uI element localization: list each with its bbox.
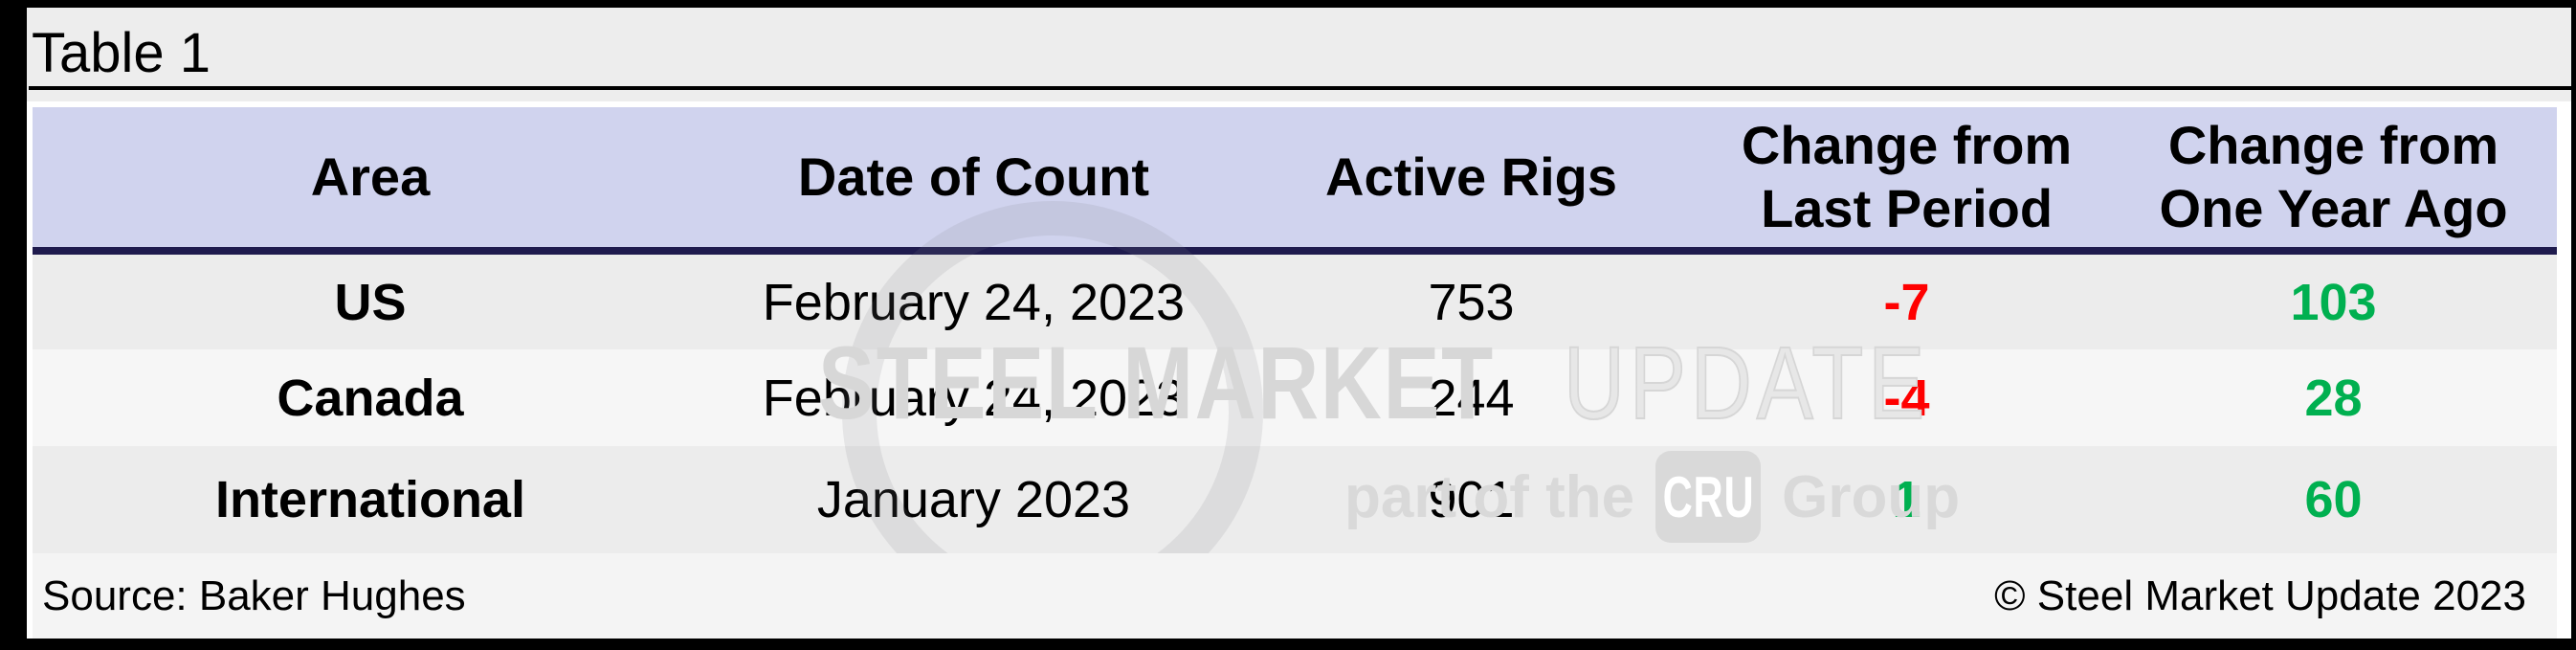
- table-row-us: US February 24, 2023 753 -7 103: [33, 255, 2557, 349]
- table-row-international: International January 2023 901 1 60: [33, 446, 2557, 553]
- column-header-change-one-year-ago: Change from One Year Ago: [2159, 115, 2508, 238]
- table-title: Table 1: [32, 22, 211, 84]
- cell-change-last: -4: [1883, 369, 1930, 427]
- cell-date: February 24, 2023: [762, 369, 1186, 427]
- header-divider-rule: [33, 247, 2557, 255]
- cell-active-rigs: 244: [1428, 369, 1515, 427]
- cell-date: January 2023: [816, 471, 1131, 528]
- cell-area: US: [334, 273, 407, 331]
- column-header-area: Area: [310, 146, 431, 207]
- source-note: Source: Baker Hughes: [42, 572, 466, 619]
- cell-change-year: 60: [2304, 471, 2363, 528]
- cell-change-last: -7: [1883, 273, 1930, 331]
- title-underline: [29, 86, 2571, 90]
- cell-area: Canada: [277, 369, 464, 427]
- cell-active-rigs: 901: [1428, 471, 1515, 528]
- cell-area: International: [214, 471, 525, 528]
- table-row-canada: Canada February 24, 2023 244 -4 28: [33, 349, 2557, 446]
- column-header-date-of-count: Date of Count: [797, 146, 1149, 207]
- cell-change-year: 28: [2304, 369, 2363, 427]
- copyright-note: © Steel Market Update 2023: [1994, 572, 2526, 619]
- table-footer-row: Source: Baker Hughes © Steel Market Upda…: [33, 553, 2557, 639]
- cell-date: February 24, 2023: [762, 273, 1186, 331]
- cell-active-rigs: 753: [1428, 273, 1515, 331]
- rig-count-table: Area Date of Count Active Rigs Change fr…: [33, 107, 2557, 639]
- cell-change-year: 103: [2290, 273, 2377, 331]
- column-header-active-rigs: Active Rigs: [1325, 146, 1618, 207]
- table-header-row: Area Date of Count Active Rigs Change fr…: [33, 107, 2557, 247]
- column-header-change-last-period: Change from Last Period: [1741, 115, 2073, 238]
- cell-change-last: 1: [1892, 471, 1921, 528]
- document-page: Table 1 STEEL MARKET UPDATE part of the C…: [27, 8, 2571, 639]
